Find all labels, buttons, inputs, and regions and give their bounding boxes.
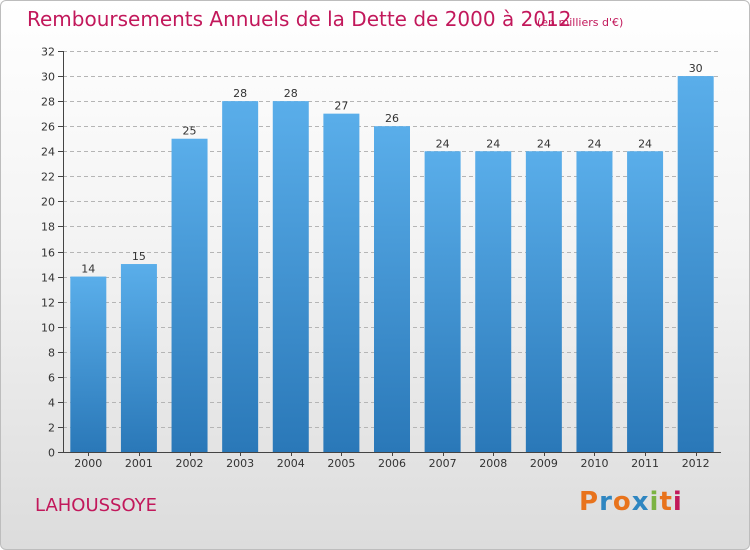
data-label: 24 (486, 137, 500, 150)
y-tick-label: 2 (48, 422, 55, 435)
data-label: 24 (436, 137, 450, 150)
y-tick-label: 22 (41, 171, 55, 184)
y-tick-label: 16 (41, 247, 55, 260)
chart-title: Remboursements Annuels de la Dette de 20… (27, 7, 572, 31)
y-tick-label: 6 (48, 372, 55, 385)
y-tick-label: 18 (41, 221, 55, 234)
logo-letter: i (649, 487, 660, 517)
x-tick-label: 2007 (429, 457, 457, 470)
x-tick-label: 2000 (74, 457, 102, 470)
y-tick-label: 20 (41, 196, 55, 209)
y-tick-label: 26 (41, 121, 55, 134)
bar (222, 101, 259, 452)
bar (323, 113, 360, 452)
x-tick-label: 2011 (631, 457, 659, 470)
data-label: 15 (132, 250, 146, 263)
logo-letter: r (599, 487, 613, 517)
bar (272, 101, 309, 452)
axes (58, 51, 721, 456)
bar (525, 151, 562, 452)
logo-letter: t (659, 487, 673, 517)
bar (374, 126, 410, 452)
bar (171, 138, 208, 452)
y-tick-label: 28 (41, 96, 55, 109)
data-label: 27 (334, 100, 348, 113)
x-tick-label: 2009 (530, 457, 558, 470)
bar (475, 151, 512, 452)
data-label: 14 (81, 263, 95, 276)
data-label: 25 (183, 125, 197, 138)
data-label: 30 (689, 62, 703, 75)
y-tick-label: 14 (41, 272, 55, 285)
data-label: 24 (587, 137, 601, 150)
x-tick-label: 2008 (479, 457, 507, 470)
y-tick-label: 0 (48, 447, 55, 460)
y-tick-label: 8 (48, 347, 55, 360)
x-tick-label: 2006 (378, 457, 406, 470)
bar (120, 264, 157, 452)
bar (424, 151, 461, 452)
bar (70, 276, 107, 452)
x-tick-label: 2012 (682, 457, 710, 470)
x-tick-label: 2010 (580, 457, 608, 470)
logo-letter: P (579, 487, 600, 517)
commune-name: LAHOUSSOYE (35, 495, 158, 516)
bars (70, 76, 714, 452)
y-tick-label: 10 (41, 322, 55, 335)
logo-letter: o (612, 487, 632, 517)
chart-subtitle: (en milliers d'€) (537, 16, 624, 29)
x-tick-label: 2003 (226, 457, 254, 470)
data-label: 26 (385, 112, 399, 125)
data-label: 28 (284, 87, 298, 100)
y-tick-label: 12 (41, 297, 55, 310)
y-tick-label: 32 (41, 46, 55, 59)
bar (677, 76, 714, 452)
x-tick-label: 2005 (327, 457, 355, 470)
logo-letter: x (631, 487, 650, 517)
data-label: 24 (638, 137, 652, 150)
y-tick-label: 30 (41, 71, 55, 84)
proxiti-logo[interactable]: Proxiti (579, 487, 683, 517)
bar (576, 151, 613, 452)
data-label: 28 (233, 87, 247, 100)
x-tick-label: 2001 (125, 457, 153, 470)
logo-letter: i (672, 487, 683, 517)
y-tick-label: 24 (41, 146, 55, 159)
data-label: 24 (537, 137, 551, 150)
bar (627, 151, 664, 452)
labels: 0246810121416182022242628303214200015200… (41, 46, 710, 471)
x-tick-label: 2002 (176, 457, 204, 470)
y-tick-label: 4 (48, 397, 55, 410)
x-tick-label: 2004 (277, 457, 305, 470)
